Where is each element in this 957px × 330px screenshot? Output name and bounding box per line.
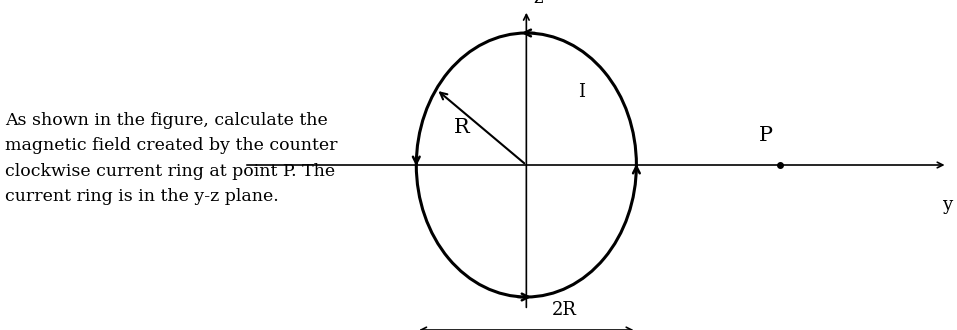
Text: R: R	[455, 117, 470, 137]
Text: y: y	[942, 196, 952, 214]
Text: 2R: 2R	[552, 301, 577, 319]
Text: As shown in the figure, calculate the
magnetic field created by the counter
cloc: As shown in the figure, calculate the ma…	[5, 112, 337, 205]
Text: I: I	[578, 83, 585, 101]
Text: z: z	[533, 0, 543, 7]
Text: P: P	[759, 126, 772, 145]
